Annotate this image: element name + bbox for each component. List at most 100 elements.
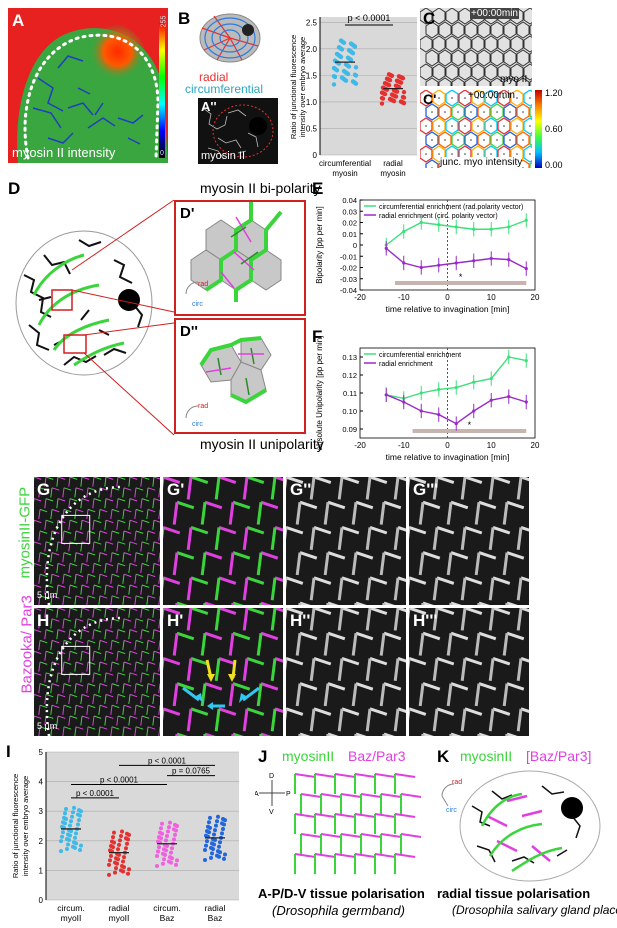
micro-junction xyxy=(270,527,277,550)
panel-j-baz-junction xyxy=(314,813,336,818)
panel-c2-caption: junc. myo intensity xyxy=(440,157,523,168)
chart-i-point xyxy=(63,811,67,816)
micro-junction xyxy=(270,708,277,732)
micro-junction xyxy=(147,552,156,556)
micro-junction xyxy=(111,573,120,578)
micro-junction xyxy=(51,508,60,513)
micro-junction xyxy=(105,498,114,502)
micro-junction xyxy=(51,618,60,622)
panel-f-chart: 0.13 0.12 0.11 0.10 0.09 -20 -10 0 10 20 time rela… xyxy=(315,336,540,462)
micro-junction xyxy=(190,477,209,485)
micro-junction xyxy=(460,658,467,681)
chart-sig-bar xyxy=(412,429,527,433)
micro-junction xyxy=(68,584,71,595)
micro-junction xyxy=(365,708,372,732)
panel-h-label: H xyxy=(37,611,50,630)
micro-junction xyxy=(75,639,84,644)
micro-junction xyxy=(147,683,156,687)
micro-junction xyxy=(117,650,126,655)
chart-point xyxy=(454,225,458,229)
chart-i-point xyxy=(156,839,160,844)
panel-b-schematic xyxy=(199,13,261,63)
panel-c2-cell xyxy=(523,117,532,135)
micro-junction xyxy=(75,618,84,622)
panel-c-cell xyxy=(471,35,485,53)
panel-c2-colorbar xyxy=(535,90,542,168)
micro-junction xyxy=(34,650,42,655)
micro-junction xyxy=(68,715,71,726)
micro-junction xyxy=(260,601,272,605)
micro-junction xyxy=(146,683,149,694)
micro-junction xyxy=(111,552,120,556)
chart-i-point xyxy=(214,823,218,828)
chart-i-point xyxy=(125,841,129,846)
micro-junction xyxy=(81,477,90,480)
chart-i-point xyxy=(216,814,220,819)
micro-junction xyxy=(141,608,150,611)
micro-junction xyxy=(116,563,119,574)
micro-junction xyxy=(74,595,77,605)
micro-junction xyxy=(204,601,216,605)
micro-junction xyxy=(327,551,346,560)
micro-junction xyxy=(45,519,54,524)
micro-junction xyxy=(68,498,71,509)
micro-junction xyxy=(256,633,263,656)
chart-i-point xyxy=(70,814,74,819)
micro-junction xyxy=(123,573,132,578)
panel-j-baz-junction xyxy=(380,833,402,838)
micro-junction xyxy=(105,519,114,524)
micro-junction xyxy=(204,500,223,510)
micro-junction xyxy=(186,577,193,601)
panel-j-baz-junction xyxy=(334,773,356,778)
chart-point xyxy=(507,258,511,262)
chart-i-point xyxy=(157,835,161,840)
micro-junction xyxy=(129,584,138,588)
chart-i-point xyxy=(159,826,163,831)
chart-legend-entry: radial enrichment (circ. polarity vector… xyxy=(379,213,498,220)
micro-junction xyxy=(104,715,107,726)
micro-junction xyxy=(74,661,77,672)
micro-junction xyxy=(134,618,137,629)
chart-b-point xyxy=(396,74,402,79)
micro-junction xyxy=(51,487,60,491)
panel-j-baz-junction xyxy=(400,833,422,838)
panel-c2-centroid xyxy=(431,139,433,141)
micro-junction xyxy=(62,726,65,736)
panel-c-cell xyxy=(484,63,498,81)
micro-junction xyxy=(393,527,400,550)
chart-i-cat: myoII xyxy=(109,913,130,923)
micro-junction xyxy=(141,672,150,676)
micro-junction xyxy=(128,520,131,530)
chart-b-point xyxy=(341,68,347,74)
micro-junction xyxy=(69,650,78,655)
micro-junction xyxy=(123,530,132,534)
chart-i-point xyxy=(120,829,124,834)
micro-junction xyxy=(105,608,114,611)
chart-point xyxy=(419,409,423,413)
chart-i-point xyxy=(107,872,111,877)
micro-junction xyxy=(75,595,84,599)
micro-junction xyxy=(38,574,41,584)
panel-k-caption: radial tissue polarisation xyxy=(437,886,591,901)
micro-junction xyxy=(152,541,155,552)
micro-junction xyxy=(80,715,83,726)
micro-junction xyxy=(365,477,372,500)
micro-junction xyxy=(409,477,427,485)
chart-b-point xyxy=(379,90,385,95)
micro-junction xyxy=(140,541,143,552)
micro-junction xyxy=(158,487,160,498)
panel-c-cell xyxy=(490,77,504,86)
micro-junction xyxy=(140,584,143,595)
micro-junction xyxy=(63,618,72,622)
micro-junction xyxy=(327,682,346,691)
micro-junction xyxy=(242,477,249,500)
micro-junction xyxy=(44,651,47,661)
micro-junction xyxy=(99,530,108,534)
panel-c2-centroid xyxy=(451,125,453,127)
micro-junction xyxy=(116,608,119,618)
chart-i-point xyxy=(64,806,68,811)
micro-junction xyxy=(218,576,237,585)
chart-legend-entry: circumferential enrichment xyxy=(379,352,461,359)
micro-junction xyxy=(92,608,95,618)
micro-junction xyxy=(38,552,41,563)
